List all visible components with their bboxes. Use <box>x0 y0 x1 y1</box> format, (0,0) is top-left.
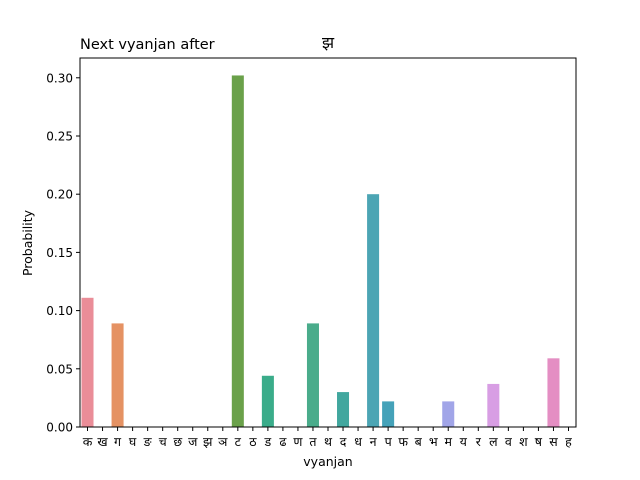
bar-18 <box>337 392 350 427</box>
x-tick-label: ट <box>235 434 242 449</box>
bar-20 <box>367 194 380 427</box>
y-axis-label: Probability <box>20 209 35 276</box>
y-tick-label: 0.20 <box>46 188 73 202</box>
x-tick-label: ब <box>415 434 423 449</box>
bar-25 <box>442 401 455 427</box>
x-tick-label: ध <box>354 434 362 449</box>
y-axis: 0.00 0.05 0.10 0.15 0.20 0.25 0.30 <box>46 71 80 435</box>
y-tick-label: 0.25 <box>46 129 73 143</box>
x-tick-label: द <box>340 434 347 449</box>
y-tick-label: 0.05 <box>46 362 73 376</box>
bar-32 <box>547 358 560 427</box>
bar-28 <box>487 383 500 427</box>
x-tick-label: झ <box>203 434 213 449</box>
x-tick-label: क <box>83 434 93 449</box>
x-tick-label: य <box>460 434 468 449</box>
x-tick-label: र <box>476 434 482 449</box>
bars-group <box>81 75 560 428</box>
y-tick-label: 0.10 <box>46 304 73 318</box>
x-tick-label: ण <box>293 434 303 449</box>
bar-16 <box>306 323 319 427</box>
chart-title-left: Next vyanjan after <box>80 37 215 53</box>
bar-1 <box>81 297 94 427</box>
x-tick-label: व <box>505 434 513 449</box>
x-tick-label: छ <box>173 434 182 449</box>
x-tick-label: ढ <box>279 434 287 449</box>
chart-title-center: झ <box>322 33 335 52</box>
x-tick-label: म <box>445 434 453 449</box>
x-tick-label: च <box>159 434 168 449</box>
x-tick-label: त <box>309 434 317 449</box>
x-tick-label: ल <box>489 434 498 449</box>
x-tick-label: प <box>385 434 393 449</box>
x-tick-label: घ <box>129 434 137 449</box>
x-tick-label: ञ <box>218 434 228 449</box>
x-tick-label: ङ <box>143 434 153 449</box>
bar-13 <box>261 375 274 427</box>
plot-frame <box>79 57 577 428</box>
x-axis-label: vyanjan <box>303 454 352 469</box>
bar-11 <box>231 75 244 428</box>
x-tick-label: श <box>519 434 528 449</box>
x-tick-label: थ <box>324 434 333 449</box>
x-tick-label: भ <box>429 434 438 449</box>
y-tick-label: 0.00 <box>46 421 73 435</box>
x-tick-label: न <box>370 434 378 449</box>
x-tick-label: ख <box>97 434 108 449</box>
bar-21 <box>382 401 395 427</box>
x-tick-label: ठ <box>249 434 257 449</box>
x-tick-label: ज <box>188 434 198 449</box>
bar-3 <box>111 323 124 427</box>
y-tick-label: 0.30 <box>46 71 73 85</box>
y-tick-label: 0.15 <box>46 246 73 260</box>
x-tick-label: ग <box>114 434 122 449</box>
x-tick-label: ह <box>565 434 572 449</box>
x-tick-label: ड <box>264 434 272 449</box>
x-tick-label: ष <box>535 434 543 449</box>
x-tick-label: फ <box>398 434 408 449</box>
x-tick-label: स <box>549 434 558 449</box>
